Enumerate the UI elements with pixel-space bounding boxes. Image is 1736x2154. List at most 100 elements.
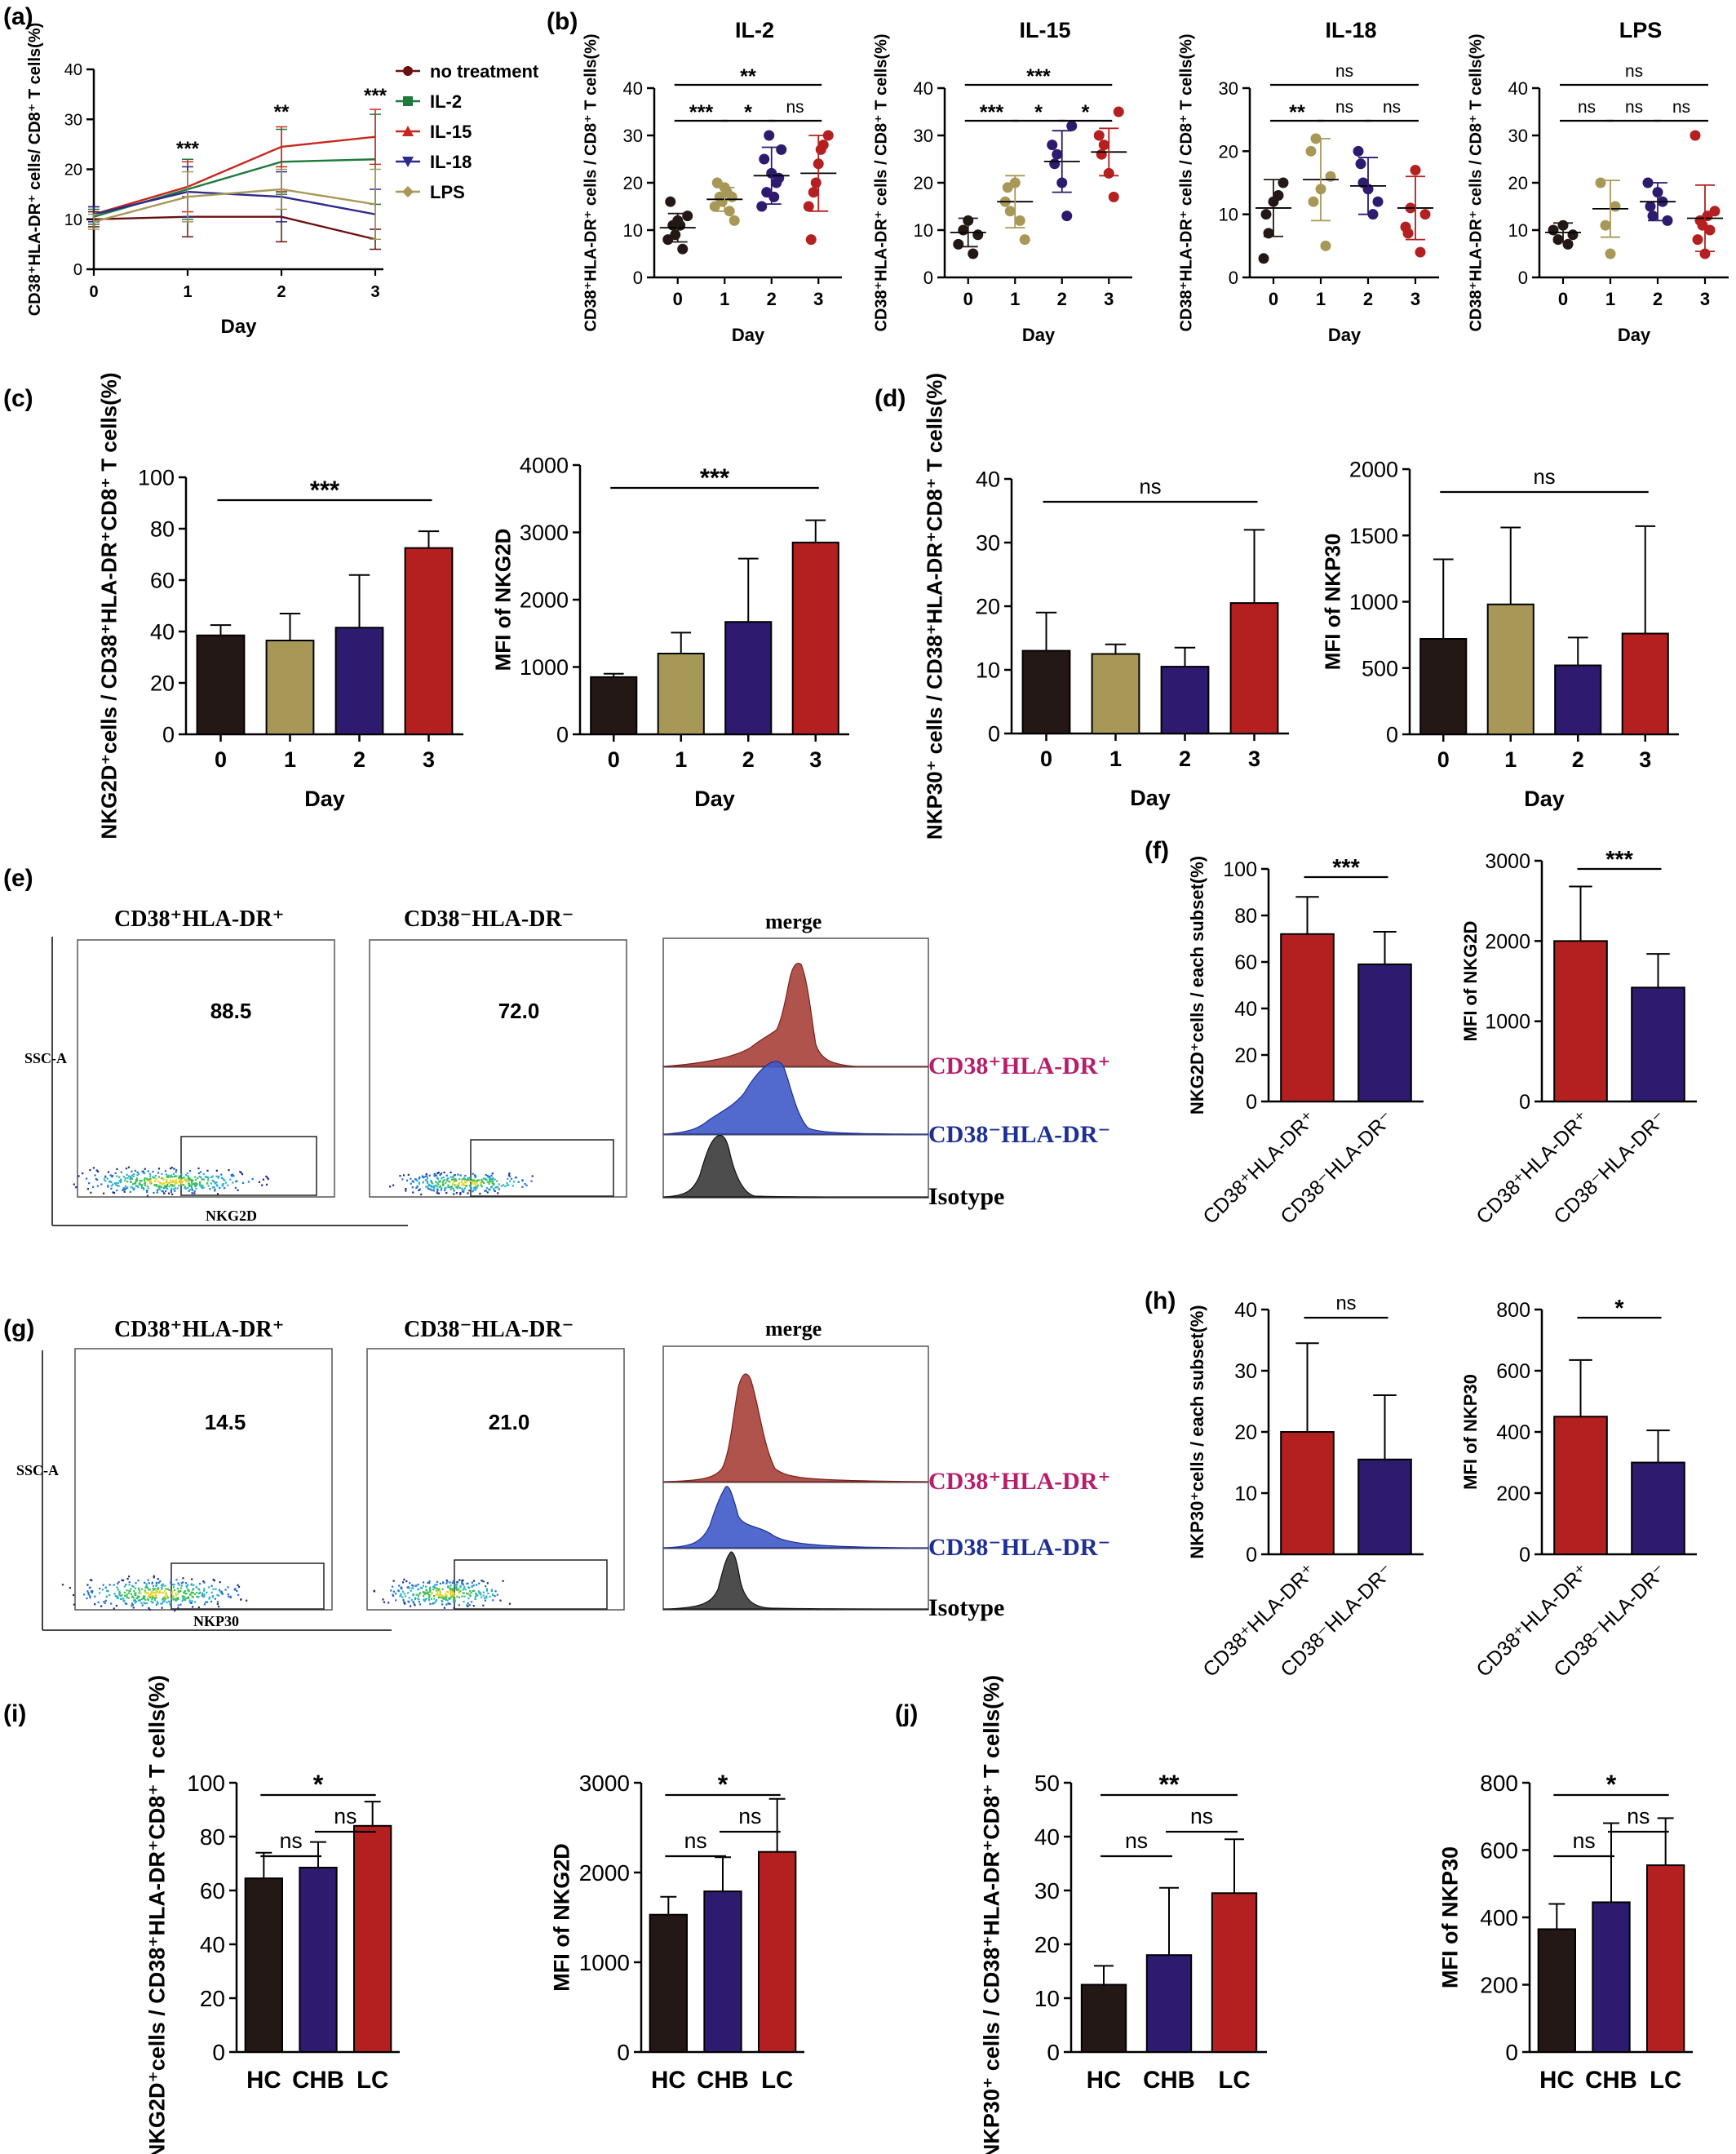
flow-event-dot bbox=[446, 1591, 449, 1593]
flow-event-dot bbox=[198, 1583, 202, 1585]
flow-event-dot bbox=[459, 1586, 462, 1589]
flow-event-dot bbox=[144, 1602, 147, 1605]
flow-event-dot bbox=[433, 1174, 436, 1177]
flow-event-dot bbox=[232, 1181, 234, 1184]
b4-xlabel: Day bbox=[1618, 325, 1651, 345]
j2-bar bbox=[1592, 1901, 1631, 2053]
flow-event-dot bbox=[136, 1171, 139, 1173]
h1-bar bbox=[1280, 1431, 1335, 1555]
flow-event-dot bbox=[424, 1593, 427, 1595]
flow-event-dot bbox=[433, 1602, 436, 1604]
flow-event-dot bbox=[151, 1590, 153, 1593]
flow-event-dot bbox=[91, 1589, 94, 1593]
flow-event-dot bbox=[89, 1596, 91, 1598]
b3-sig-label: ** bbox=[1289, 101, 1305, 124]
flow-event-dot bbox=[163, 1595, 166, 1598]
f2-ytick-label: 0 bbox=[1519, 1091, 1530, 1114]
flow-event-dot bbox=[120, 1178, 122, 1181]
flow-event-dot bbox=[410, 1182, 412, 1185]
flow-event-dot bbox=[464, 1174, 467, 1177]
flow-event-dot bbox=[482, 1594, 485, 1597]
flow-event-dot bbox=[449, 1602, 451, 1605]
flow-event-dot bbox=[440, 1189, 443, 1191]
flow-event-dot bbox=[471, 1180, 474, 1182]
flow-e-legend-pos: CD38⁺HLA-DR⁺ bbox=[928, 1053, 1110, 1079]
flow-event-dot bbox=[147, 1170, 149, 1172]
b4-sig-label: ns bbox=[1578, 98, 1596, 117]
c2-ytick-label: 1000 bbox=[520, 655, 569, 680]
flow-event-dot bbox=[188, 1599, 191, 1602]
flow-event-dot bbox=[210, 1584, 213, 1587]
flow-event-dot bbox=[73, 1603, 75, 1606]
flow-event-dot bbox=[126, 1597, 128, 1599]
flow-event-dot bbox=[190, 1584, 193, 1586]
flow-event-dot bbox=[414, 1604, 416, 1607]
flow-event-dot bbox=[422, 1581, 425, 1584]
flow-event-dot bbox=[201, 1178, 204, 1181]
flow-event-dot bbox=[124, 1602, 127, 1605]
b4-point bbox=[1690, 130, 1701, 141]
flow-event-dot bbox=[454, 1178, 457, 1181]
b3-ytick-label: 20 bbox=[1219, 141, 1238, 162]
flow-event-dot bbox=[265, 1183, 268, 1186]
b1-point bbox=[759, 153, 770, 165]
flow-event-dot bbox=[161, 1602, 164, 1605]
flow-event-dot bbox=[427, 1597, 430, 1599]
flow-event-dot bbox=[476, 1181, 478, 1184]
b2-ytick-label: 40 bbox=[914, 78, 933, 99]
flow-event-dot bbox=[395, 1599, 397, 1602]
flow-event-dot bbox=[182, 1577, 184, 1580]
flow-event-dot bbox=[489, 1176, 491, 1178]
b1-point bbox=[803, 201, 814, 212]
flow-event-dot bbox=[474, 1598, 476, 1600]
flow-event-dot bbox=[166, 1183, 169, 1186]
flow-event-dot bbox=[474, 1186, 476, 1188]
flow-event-dot bbox=[229, 1178, 232, 1181]
flow-event-dot bbox=[169, 1602, 171, 1605]
flow-event-dot bbox=[177, 1604, 179, 1607]
flow-event-dot bbox=[153, 1576, 155, 1579]
flow-event-dot bbox=[240, 1598, 242, 1601]
flow-event-dot bbox=[130, 1177, 133, 1180]
flow-g-dots-pos bbox=[61, 1575, 248, 1612]
flow-event-dot bbox=[170, 1183, 172, 1186]
flow-event-dot bbox=[467, 1177, 469, 1180]
flow-event-dot bbox=[447, 1602, 450, 1605]
flow-event-dot bbox=[111, 1175, 113, 1178]
flow-event-dot bbox=[433, 1585, 436, 1588]
flow-event-dot bbox=[162, 1600, 165, 1602]
flow-event-dot bbox=[148, 1175, 152, 1177]
flow-event-dot bbox=[153, 1177, 156, 1179]
flow-event-dot bbox=[141, 1170, 144, 1172]
flow-event-dot bbox=[170, 1604, 172, 1607]
flow-event-dot bbox=[155, 1591, 157, 1593]
flow-event-dot bbox=[477, 1590, 480, 1593]
flow-event-dot bbox=[482, 1591, 485, 1593]
flow-event-dot bbox=[99, 1587, 101, 1590]
i2-ytick-label: 0 bbox=[617, 2040, 630, 2065]
flow-event-dot bbox=[436, 1584, 438, 1586]
flow-event-dot bbox=[190, 1186, 193, 1188]
flow-event-dot bbox=[91, 1579, 93, 1581]
flow-event-dot bbox=[186, 1179, 188, 1182]
flow-event-dot bbox=[395, 1593, 397, 1595]
flow-event-dot bbox=[188, 1601, 191, 1603]
flow-event-dot bbox=[203, 1595, 206, 1598]
flow-event-dot bbox=[113, 1191, 116, 1194]
a-series-line bbox=[93, 188, 376, 223]
flow-event-dot bbox=[94, 1595, 96, 1598]
flow-event-dot bbox=[461, 1580, 463, 1582]
flow-event-dot bbox=[166, 1178, 168, 1181]
flow-event-dot bbox=[474, 1181, 476, 1183]
panel-letter-b: (b) bbox=[547, 8, 578, 35]
flow-event-dot bbox=[188, 1185, 191, 1188]
d2-bar bbox=[1554, 664, 1602, 735]
flow-event-dot bbox=[451, 1595, 454, 1598]
flow-event-dot bbox=[475, 1175, 477, 1177]
flow-event-dot bbox=[116, 1595, 119, 1598]
flow-event-dot bbox=[190, 1178, 193, 1181]
flow-event-dot bbox=[472, 1584, 475, 1587]
b1-sig-label: * bbox=[744, 101, 752, 124]
